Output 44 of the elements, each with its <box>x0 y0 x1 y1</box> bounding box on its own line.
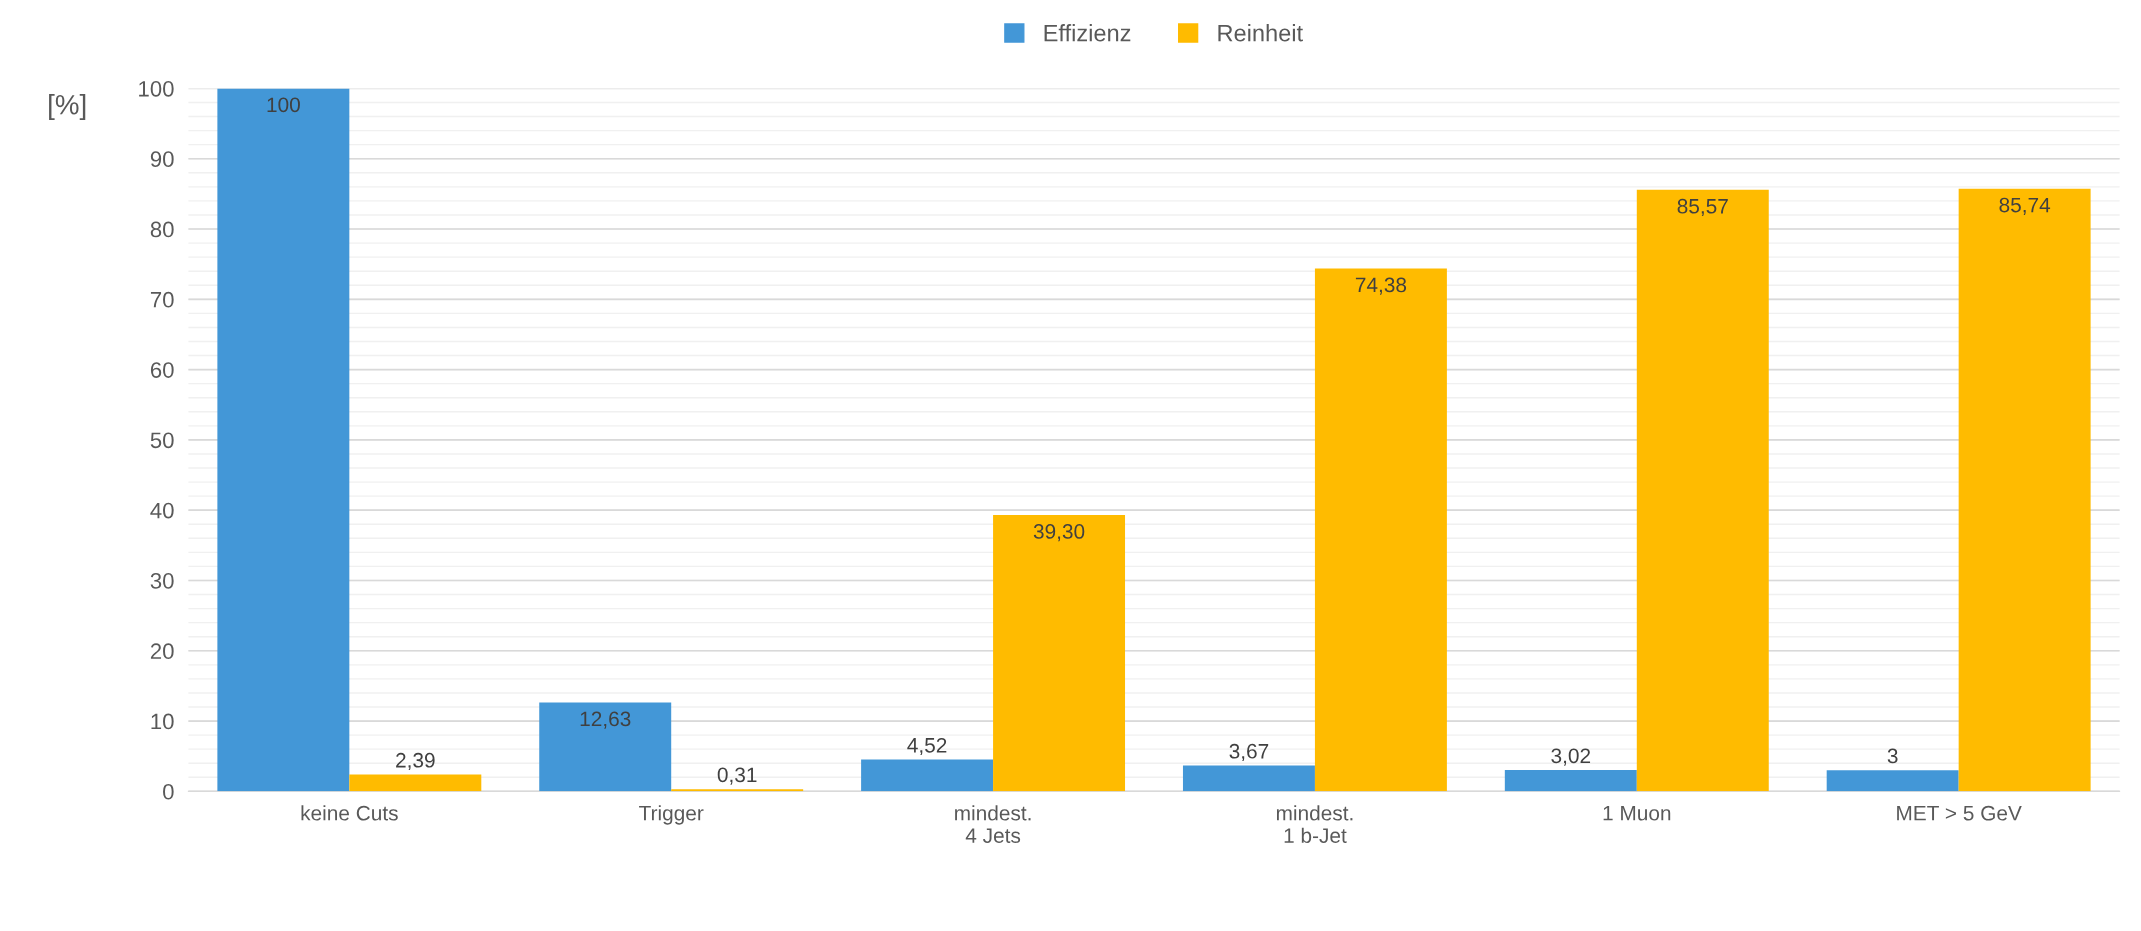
data-label: 12,63 <box>580 711 631 729</box>
x-tick-label: Trigger <box>639 805 704 825</box>
data-label: 3 <box>1887 748 1898 764</box>
x-tick-label: 1 Muon <box>1603 806 1671 821</box>
x-tick-label: keine Cuts <box>301 805 398 821</box>
data-label: 85,57 <box>1677 198 1728 217</box>
bar <box>671 789 804 792</box>
bar <box>539 702 672 792</box>
x-tick-label: mindest. 1 b-Jet <box>1276 805 1353 843</box>
y-axis-title: [%] <box>49 94 86 121</box>
bar <box>1636 189 1769 792</box>
x-tick-label: mindest. 4 Jets <box>955 805 1031 843</box>
y-tick-label: 0 <box>163 783 174 800</box>
y-tick-label: 80 <box>150 221 174 238</box>
bar <box>349 774 482 792</box>
data-label: 85,74 <box>1999 197 2051 215</box>
data-label: 3,67 <box>1229 743 1269 762</box>
bar <box>217 88 350 792</box>
x-tick-label: MET > 5 GeV <box>1897 805 2022 821</box>
data-label: 0,31 <box>717 767 757 785</box>
data-label: 3,02 <box>1551 748 1591 766</box>
legend-label: Reinheit <box>1218 24 1303 42</box>
y-tick-label: 100 <box>139 80 174 97</box>
y-tick-label: 30 <box>150 573 174 589</box>
y-tick-label: 90 <box>150 151 174 168</box>
y-tick-label: 40 <box>150 502 174 519</box>
bar <box>1182 765 1315 792</box>
data-label: 4,52 <box>907 737 947 756</box>
y-tick-label: 50 <box>150 432 174 449</box>
y-tick-label: 20 <box>150 643 174 660</box>
y-tick-label: 60 <box>150 362 174 378</box>
data-label: 2,39 <box>396 752 435 771</box>
data-label: 39,30 <box>1033 524 1085 542</box>
bar <box>861 759 994 792</box>
bar <box>1826 770 1959 792</box>
data-label: 74,38 <box>1355 277 1407 295</box>
bar <box>993 515 1126 792</box>
y-tick-label: 10 <box>151 713 174 730</box>
y-tick-label: 70 <box>150 291 174 308</box>
legend-label: Effizienz <box>1044 24 1131 42</box>
data-label: 100 <box>267 97 300 113</box>
bar <box>1958 188 2091 792</box>
bar <box>1314 268 1447 792</box>
bar <box>1504 770 1637 792</box>
